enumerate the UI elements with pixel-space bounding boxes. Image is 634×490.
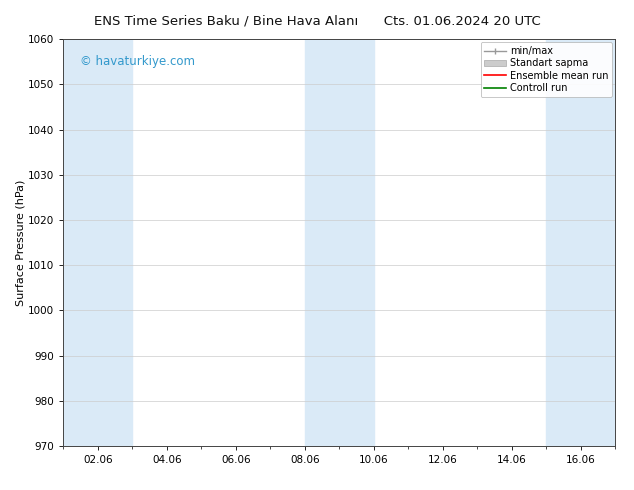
Bar <box>305 39 373 446</box>
Y-axis label: Surface Pressure (hPa): Surface Pressure (hPa) <box>15 179 25 306</box>
Text: ENS Time Series Baku / Bine Hava Alanı      Cts. 01.06.2024 20 UTC: ENS Time Series Baku / Bine Hava Alanı C… <box>94 15 540 28</box>
Bar <box>546 39 615 446</box>
Legend: min/max, Standart sapma, Ensemble mean run, Controll run: min/max, Standart sapma, Ensemble mean r… <box>481 42 612 97</box>
Bar <box>63 39 133 446</box>
Text: © havaturkiye.com: © havaturkiye.com <box>80 55 195 69</box>
